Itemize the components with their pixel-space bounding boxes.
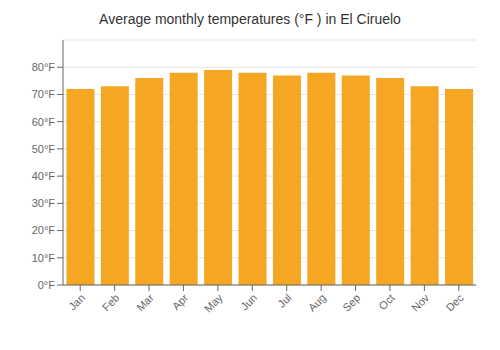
svg-text:Dec: Dec xyxy=(443,291,466,314)
svg-text:40°F: 40°F xyxy=(32,170,56,182)
svg-text:70°F: 70°F xyxy=(32,88,56,100)
svg-text:Jun: Jun xyxy=(238,291,259,312)
svg-text:0°F: 0°F xyxy=(38,279,56,291)
svg-text:80°F: 80°F xyxy=(32,61,56,73)
svg-text:Nov: Nov xyxy=(409,291,432,314)
svg-text:Feb: Feb xyxy=(100,291,122,313)
svg-text:Jan: Jan xyxy=(66,291,87,312)
svg-text:Oct: Oct xyxy=(376,291,397,312)
svg-text:30°F: 30°F xyxy=(32,197,56,209)
svg-text:May: May xyxy=(202,291,226,315)
svg-text:Sep: Sep xyxy=(340,291,362,313)
svg-text:Apr: Apr xyxy=(170,291,191,312)
html-text:Average monthly temperatures (: Average monthly temperatures (°F ) in El… xyxy=(99,11,401,27)
svg-text:Jul: Jul xyxy=(275,291,293,309)
svg-text:Aug: Aug xyxy=(306,291,328,313)
svg-text:50°F: 50°F xyxy=(32,143,56,155)
svg-text:10°F: 10°F xyxy=(32,252,56,264)
svg-text:60°F: 60°F xyxy=(32,116,56,128)
svg-text:20°F: 20°F xyxy=(32,224,56,236)
svg-text:Mar: Mar xyxy=(134,291,156,313)
